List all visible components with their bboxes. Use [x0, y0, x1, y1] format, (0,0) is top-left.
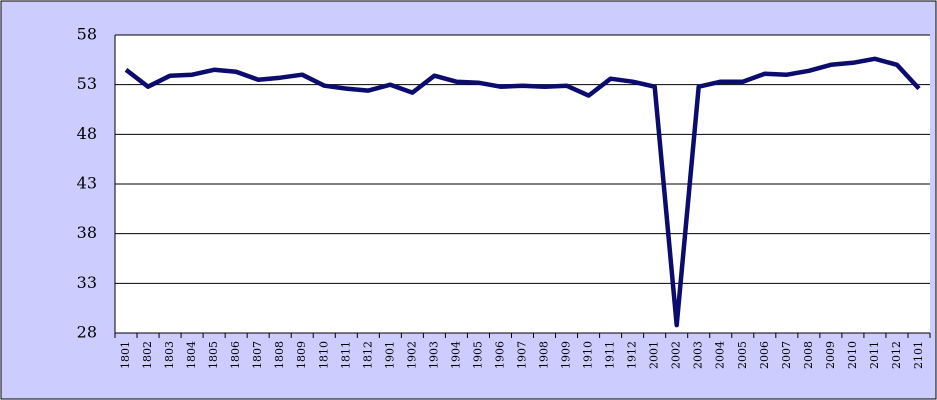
- x-tick-label: 1810: [317, 341, 330, 369]
- x-tick-label: 2004: [714, 341, 727, 369]
- x-tick-label: 2010: [846, 341, 859, 369]
- x-tick-label: 1901: [383, 341, 396, 369]
- x-tick-label: 2001: [648, 341, 661, 369]
- x-tick-label: 1811: [339, 341, 352, 369]
- x-tick-label: 2006: [758, 341, 771, 369]
- x-tick-label: 1903: [427, 341, 440, 369]
- y-tick-label: 48: [77, 124, 97, 143]
- x-tick-label: 1801: [119, 341, 132, 369]
- x-tick-label: 2011: [868, 341, 881, 369]
- x-tick-label: 1809: [295, 341, 308, 369]
- x-tick-label: 1803: [163, 341, 176, 369]
- x-tick-label: 2101: [912, 341, 925, 369]
- y-tick-label: 53: [77, 74, 97, 93]
- x-tick-label: 1804: [185, 341, 198, 369]
- y-tick-label: 28: [77, 323, 97, 342]
- x-tick-label: 2009: [824, 341, 837, 369]
- x-tick-label: 2007: [780, 341, 793, 369]
- x-tick-label: 1905: [471, 341, 484, 369]
- x-tick-label: 1908: [538, 341, 551, 369]
- x-tick-label: 1912: [626, 341, 639, 369]
- x-tick-label: 2008: [802, 341, 815, 369]
- y-tick-label: 58: [77, 25, 97, 44]
- x-tick-label: 2012: [890, 341, 903, 369]
- x-tick-label: 1808: [273, 341, 286, 369]
- x-tick-label: 1911: [604, 341, 617, 369]
- y-tick-label: 33: [77, 273, 97, 292]
- x-tick-label: 1904: [449, 341, 462, 369]
- x-tick-label: 1807: [251, 341, 264, 369]
- x-tick-label: 1812: [361, 341, 374, 369]
- x-tick-label: 1802: [141, 341, 154, 369]
- y-tick-label: 43: [77, 174, 97, 193]
- data-line: [124, 56, 921, 328]
- x-tick-label: 1909: [560, 341, 573, 369]
- x-tick-label: 1805: [207, 341, 220, 369]
- x-tick-label: 2002: [670, 341, 683, 369]
- x-tick-label: 2005: [736, 341, 749, 369]
- x-tick-label: 2003: [692, 341, 705, 369]
- x-tick-label: 1806: [229, 341, 242, 369]
- x-tick-label: 1902: [405, 341, 418, 369]
- x-tick-label: 1907: [516, 341, 529, 369]
- x-tick-label: 1906: [493, 341, 506, 369]
- y-tick-label: 38: [77, 223, 97, 242]
- x-tick-label: 1910: [582, 341, 595, 369]
